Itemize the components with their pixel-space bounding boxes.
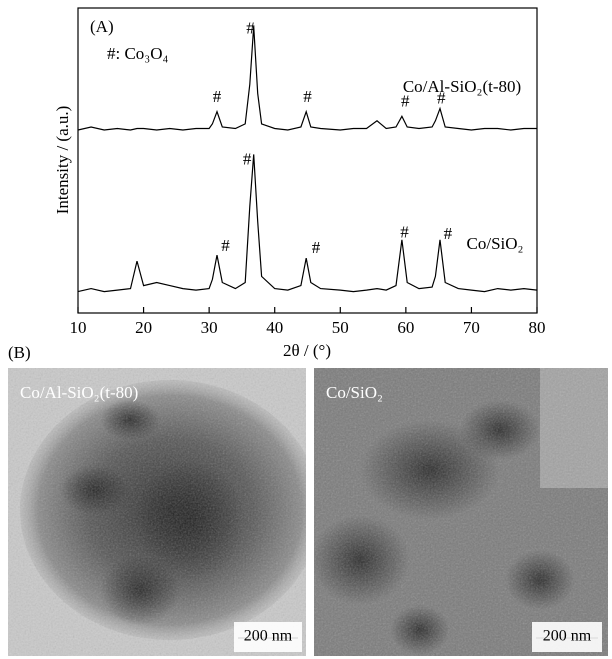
peak-marker: #: [401, 91, 410, 110]
legend-note: #: Co₃O₄: [107, 44, 169, 63]
x-tick-label: 10: [70, 318, 87, 337]
image-label: Co/Al-SiO₂(t-80): [20, 383, 138, 402]
x-tick-label: 50: [332, 318, 349, 337]
tem-image: [314, 368, 608, 656]
peak-marker: #: [400, 223, 409, 242]
peak-marker: #: [303, 87, 312, 106]
scale-label: 200 nm: [543, 628, 592, 645]
xrd-pattern: [77, 154, 538, 293]
peak-marker: #: [243, 149, 252, 168]
series-label: Co/Al-SiO₂(t-80): [403, 77, 521, 96]
image-label: Co/SiO₂: [326, 383, 383, 402]
panel-label: (B): [8, 343, 31, 362]
peak-marker: #: [246, 18, 255, 37]
peak-marker: #: [444, 224, 453, 243]
peak-marker: #: [437, 88, 446, 107]
x-tick-label: 60: [397, 318, 414, 337]
x-tick-label: 20: [135, 318, 152, 337]
x-tick-label: 70: [463, 318, 480, 337]
peak-marker: #: [221, 236, 230, 255]
x-tick-label: 80: [529, 318, 546, 337]
scale-box: [532, 622, 602, 652]
x-tick-label: 40: [266, 318, 283, 337]
scale-label: 200 nm: [244, 628, 293, 645]
peak-marker: #: [213, 87, 222, 106]
x-axis-title: 2θ / (°): [283, 341, 331, 360]
series-label: Co/SiO₂: [467, 234, 524, 253]
y-axis-title: Intensity / (a.u.): [53, 106, 72, 215]
tem-image: [8, 368, 306, 656]
plot-frame: [77, 7, 538, 314]
panel-label: (A): [90, 17, 114, 36]
xrd-pattern: [77, 26, 537, 131]
peak-marker: #: [312, 238, 321, 257]
x-tick-label: 30: [201, 318, 218, 337]
scale-box: [234, 622, 302, 652]
